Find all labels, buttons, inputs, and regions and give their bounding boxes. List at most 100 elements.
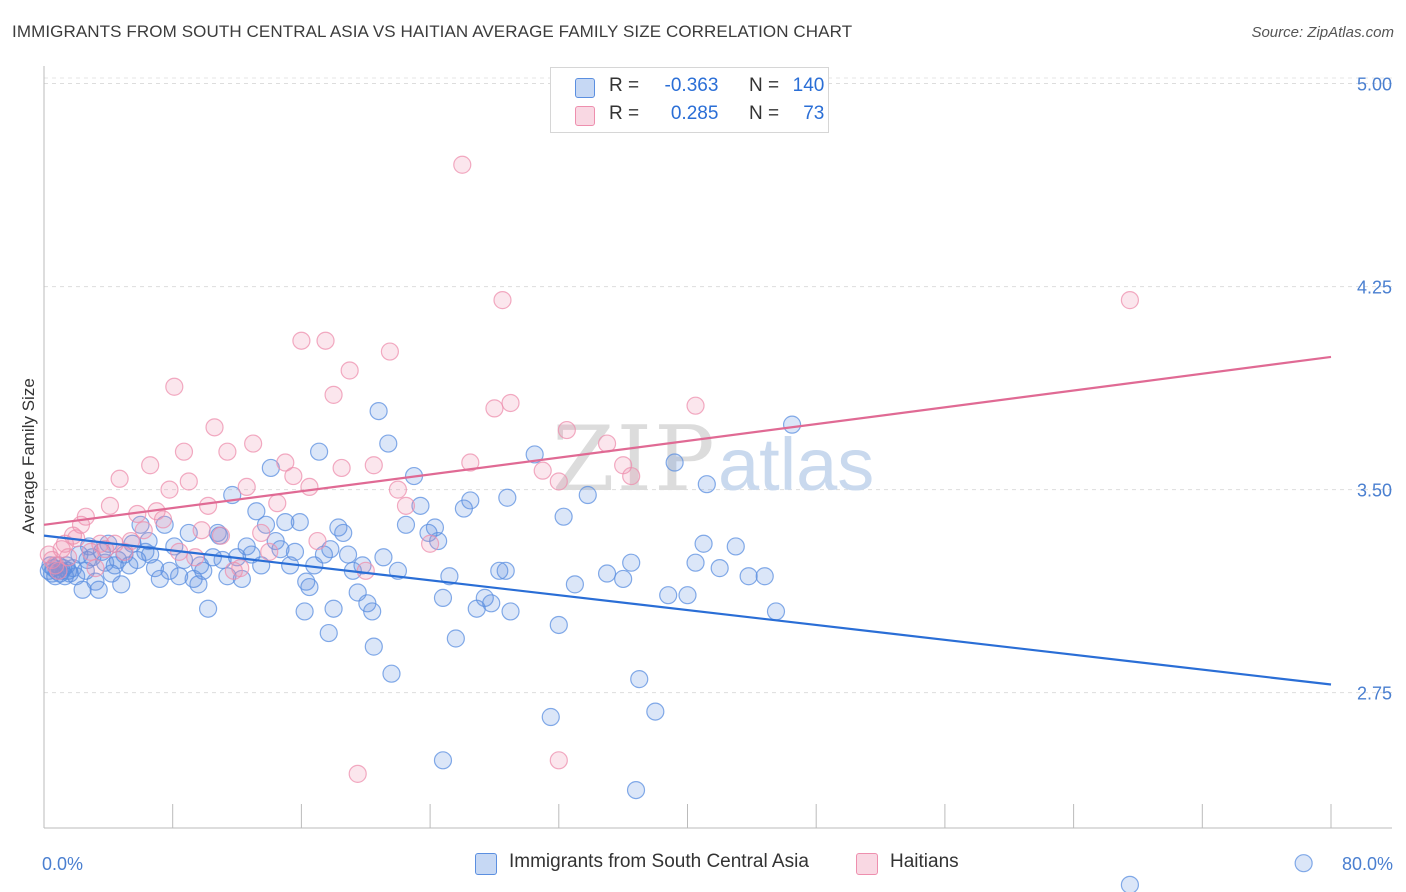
y-axis-label: Average Family Size (19, 378, 38, 534)
data-point (329, 518, 348, 537)
data-point (364, 637, 383, 656)
data-point (198, 599, 218, 618)
axes (43, 66, 1392, 829)
data-point (316, 331, 335, 350)
data-point (300, 477, 319, 496)
data-point (694, 534, 713, 553)
y-tick-label: 2.75 (1357, 684, 1392, 704)
watermark: ZIP atlas (552, 407, 874, 512)
data-point (319, 623, 338, 643)
y-tick-label: 3.50 (1357, 481, 1392, 501)
data-point (490, 561, 509, 580)
trend-line (43, 534, 1332, 686)
data-point (755, 567, 774, 586)
data-point (268, 494, 287, 513)
data-point (115, 542, 134, 561)
data-point (205, 418, 224, 437)
data-point (549, 751, 568, 770)
data-point (493, 291, 512, 310)
data-point (86, 559, 105, 578)
legend-r-value: 0.285 (670, 103, 719, 124)
y-tick-labels: 2.75 3.50 4.25 5.00 (1357, 75, 1392, 704)
data-point (285, 542, 305, 561)
data-point (218, 442, 237, 461)
data-point (659, 586, 678, 605)
data-point (297, 572, 316, 591)
data-point (179, 472, 198, 491)
watermark-atlas: atlas (718, 423, 874, 506)
data-point (525, 445, 544, 464)
x-tick-labels: 0.0% 80.0% (42, 854, 1393, 874)
data-point (170, 567, 189, 586)
data-point (557, 420, 576, 440)
data-point (211, 526, 231, 545)
data-point (141, 545, 160, 564)
trend-lines (43, 355, 1332, 686)
data-point (380, 342, 399, 361)
data-point (252, 523, 271, 543)
bottom-legend-swatch-blue (475, 853, 497, 875)
data-point (271, 540, 290, 559)
bottom-legend-swatch-pink (856, 853, 878, 875)
data-point (165, 377, 184, 396)
legend-n-value: 73 (803, 103, 825, 124)
data-point (533, 461, 552, 480)
trend-line (43, 355, 1332, 526)
data-point (622, 553, 641, 572)
data-point (46, 556, 65, 575)
bottom-legend-label: Haitians (890, 851, 959, 872)
data-point (308, 531, 327, 551)
data-point (433, 588, 453, 607)
legend-n-value: 140 (792, 75, 825, 96)
legend-r-value: -0.363 (664, 75, 719, 96)
series-haitians-points (39, 155, 1140, 783)
data-point (1294, 854, 1313, 873)
data-point (614, 569, 633, 589)
data-point (340, 361, 359, 380)
data-point (237, 477, 256, 496)
data-point (244, 434, 263, 453)
data-point (710, 559, 729, 578)
data-point (440, 567, 459, 586)
data-point (192, 521, 211, 540)
data-point (1120, 291, 1140, 310)
data-point (160, 480, 179, 499)
data-point (160, 561, 179, 580)
data-point (89, 580, 108, 599)
data-point (1120, 875, 1140, 892)
data-point (356, 561, 375, 580)
data-point (382, 664, 401, 683)
data-point (73, 580, 92, 599)
data-point (276, 512, 295, 532)
data-point (134, 521, 153, 540)
legend-r-label: R = (609, 103, 640, 124)
data-point (348, 764, 367, 783)
data-point (59, 548, 78, 567)
data-point (292, 331, 311, 350)
data-point (726, 537, 745, 556)
source-label: Source: ZipAtlas.com (1251, 24, 1394, 41)
data-point (461, 453, 480, 472)
data-point (309, 442, 329, 461)
data-point (626, 780, 646, 800)
data-point (334, 523, 353, 543)
data-point (453, 155, 472, 174)
data-point (96, 540, 115, 559)
data-point (541, 707, 560, 727)
data-point (421, 534, 440, 553)
legend-r-label: R = (609, 75, 640, 96)
data-point (678, 586, 697, 605)
data-point (49, 561, 68, 580)
data-point (100, 496, 120, 515)
data-point (300, 577, 319, 597)
data-point (782, 415, 802, 434)
data-point (379, 434, 398, 453)
legend-swatch-blue (575, 78, 595, 98)
data-point (353, 556, 372, 575)
data-point (110, 469, 129, 488)
data-point (482, 594, 501, 613)
data-point (630, 670, 649, 689)
data-point (597, 564, 617, 583)
data-point (686, 553, 705, 572)
